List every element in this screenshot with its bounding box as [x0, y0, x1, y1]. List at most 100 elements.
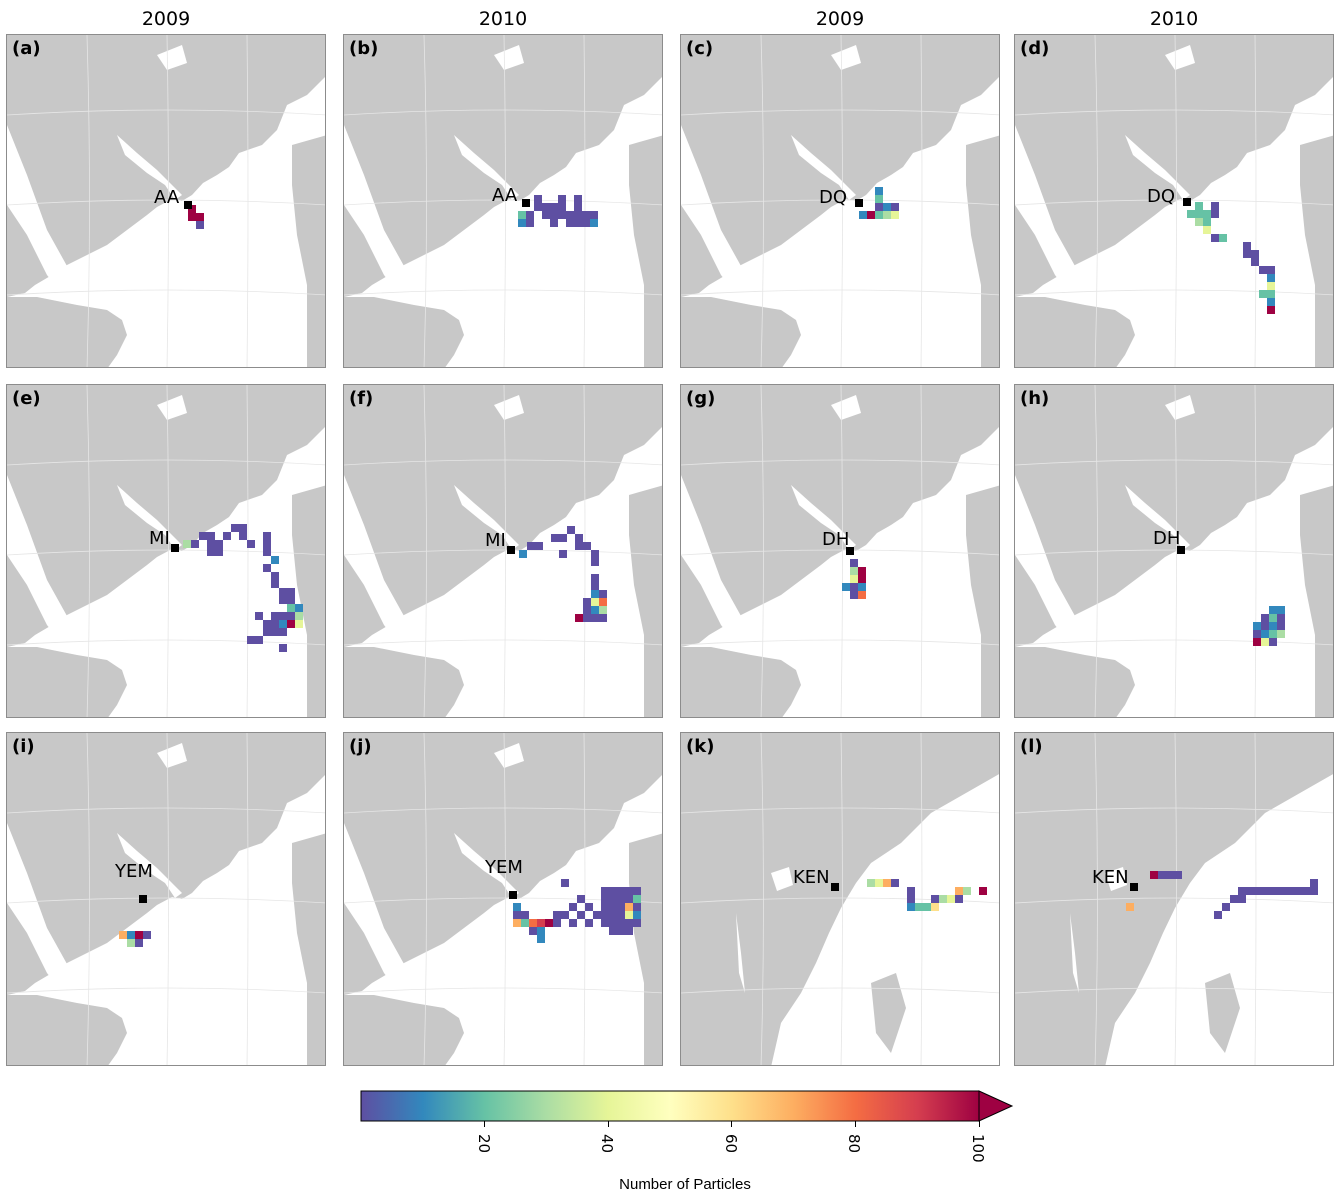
particle-density-cell	[590, 211, 598, 219]
graticule-line	[1174, 35, 1177, 367]
colorbar: 20 40 60 80 100 Number of Particles	[360, 1090, 1020, 1200]
particle-density-cell	[1230, 895, 1238, 903]
map-panel-d: (d) DQ	[1014, 34, 1334, 368]
particle-density-cell	[1267, 298, 1275, 306]
water-body	[454, 485, 519, 550]
particle-density-cell	[1195, 210, 1203, 218]
graticule-line	[1254, 733, 1257, 1065]
particle-density-cell	[1243, 250, 1251, 258]
particle-density-cell	[1302, 887, 1310, 895]
water-body	[157, 743, 187, 768]
particle-density-cell	[1267, 306, 1275, 314]
graticule-line	[7, 639, 325, 646]
land-mass	[1300, 135, 1333, 367]
particle-density-cell	[215, 548, 223, 556]
graticule-line	[681, 109, 999, 116]
particle-density-cell	[883, 879, 891, 887]
particle-density-cell	[1253, 630, 1261, 638]
particle-density-cell	[591, 598, 599, 606]
particle-density-cell	[279, 628, 287, 636]
panel-label: (l)	[1020, 736, 1043, 757]
particle-density-cell	[558, 203, 566, 211]
map-canvas	[1015, 733, 1333, 1065]
colorbar-tick-mark	[854, 1121, 856, 1127]
particle-density-cell	[537, 935, 545, 943]
particle-density-cell	[875, 203, 883, 211]
graticule-line	[7, 459, 325, 466]
land-mass	[292, 135, 325, 367]
release-site-marker	[831, 883, 839, 891]
map-canvas	[344, 385, 662, 717]
particle-density-cell	[287, 604, 295, 612]
land-mass	[344, 297, 464, 367]
water-body	[681, 475, 763, 651]
particle-density-cell	[526, 219, 534, 227]
particle-density-cell	[1261, 630, 1269, 638]
particle-density-cell	[575, 614, 583, 622]
particle-density-cell	[891, 211, 899, 219]
particle-density-cell	[1126, 903, 1134, 911]
particle-density-cell	[609, 919, 617, 927]
panel-label: (k)	[686, 736, 715, 757]
release-site-label: KEN	[1092, 867, 1129, 888]
water-body	[7, 475, 89, 651]
land-mass	[7, 297, 127, 367]
particle-density-cell	[263, 532, 271, 540]
particle-density-cell	[223, 532, 231, 540]
particle-density-cell	[231, 524, 239, 532]
particle-density-cell	[534, 195, 542, 203]
particle-density-cell	[127, 931, 135, 939]
particle-density-cell	[617, 887, 625, 895]
graticule-line	[1094, 35, 1098, 367]
particle-density-cell	[1253, 622, 1261, 630]
graticule-line	[246, 35, 249, 367]
particle-density-cell	[1238, 887, 1246, 895]
particle-density-cell	[1211, 234, 1219, 242]
particle-density-cell	[867, 211, 875, 219]
map-canvas	[7, 733, 325, 1065]
particle-density-cell	[271, 628, 279, 636]
particle-density-cell	[559, 550, 567, 558]
particle-density-cell	[1259, 290, 1267, 298]
panel-label: (f)	[349, 388, 374, 409]
particle-density-cell	[207, 532, 215, 540]
panel-label: (d)	[1020, 38, 1050, 59]
land-mass	[344, 35, 662, 297]
map-panel-k: (k) KEN	[680, 732, 1000, 1066]
particle-density-cell	[247, 636, 255, 644]
particle-density-cell	[519, 550, 527, 558]
map-panel-b: (b) AA	[343, 34, 663, 368]
particle-density-cell	[537, 927, 545, 935]
graticule-line	[344, 639, 662, 646]
release-site-marker	[507, 546, 515, 554]
particle-density-cell	[271, 620, 279, 628]
particle-density-cell	[1261, 638, 1269, 646]
graticule-line	[760, 385, 764, 717]
particle-density-cell	[255, 636, 263, 644]
land-mass	[344, 733, 662, 995]
land-mass	[841, 733, 999, 793]
particle-density-cell	[545, 919, 553, 927]
land-mass	[7, 385, 325, 647]
particle-density-cell	[1150, 871, 1158, 879]
release-site-label: DQ	[819, 187, 848, 208]
water-body	[454, 833, 519, 898]
map-panel-j: (j) YEM	[343, 732, 663, 1066]
particle-density-cell	[907, 895, 915, 903]
particle-density-cell	[850, 583, 858, 591]
graticule-line	[7, 807, 325, 814]
particle-density-cell	[583, 606, 591, 614]
particle-density-cell	[521, 911, 529, 919]
land-mass	[7, 733, 325, 995]
graticule-line	[503, 35, 506, 367]
panel-label: (c)	[686, 38, 714, 59]
particle-density-cell	[577, 911, 585, 919]
particle-density-cell	[263, 548, 271, 556]
panel-label: (a)	[12, 38, 41, 59]
particle-density-cell	[1270, 887, 1278, 895]
particle-density-cell	[617, 919, 625, 927]
particle-density-cell	[633, 919, 641, 927]
particle-density-cell	[850, 591, 858, 599]
particle-density-cell	[207, 540, 215, 548]
colorbar-tick-mark	[731, 1121, 733, 1127]
